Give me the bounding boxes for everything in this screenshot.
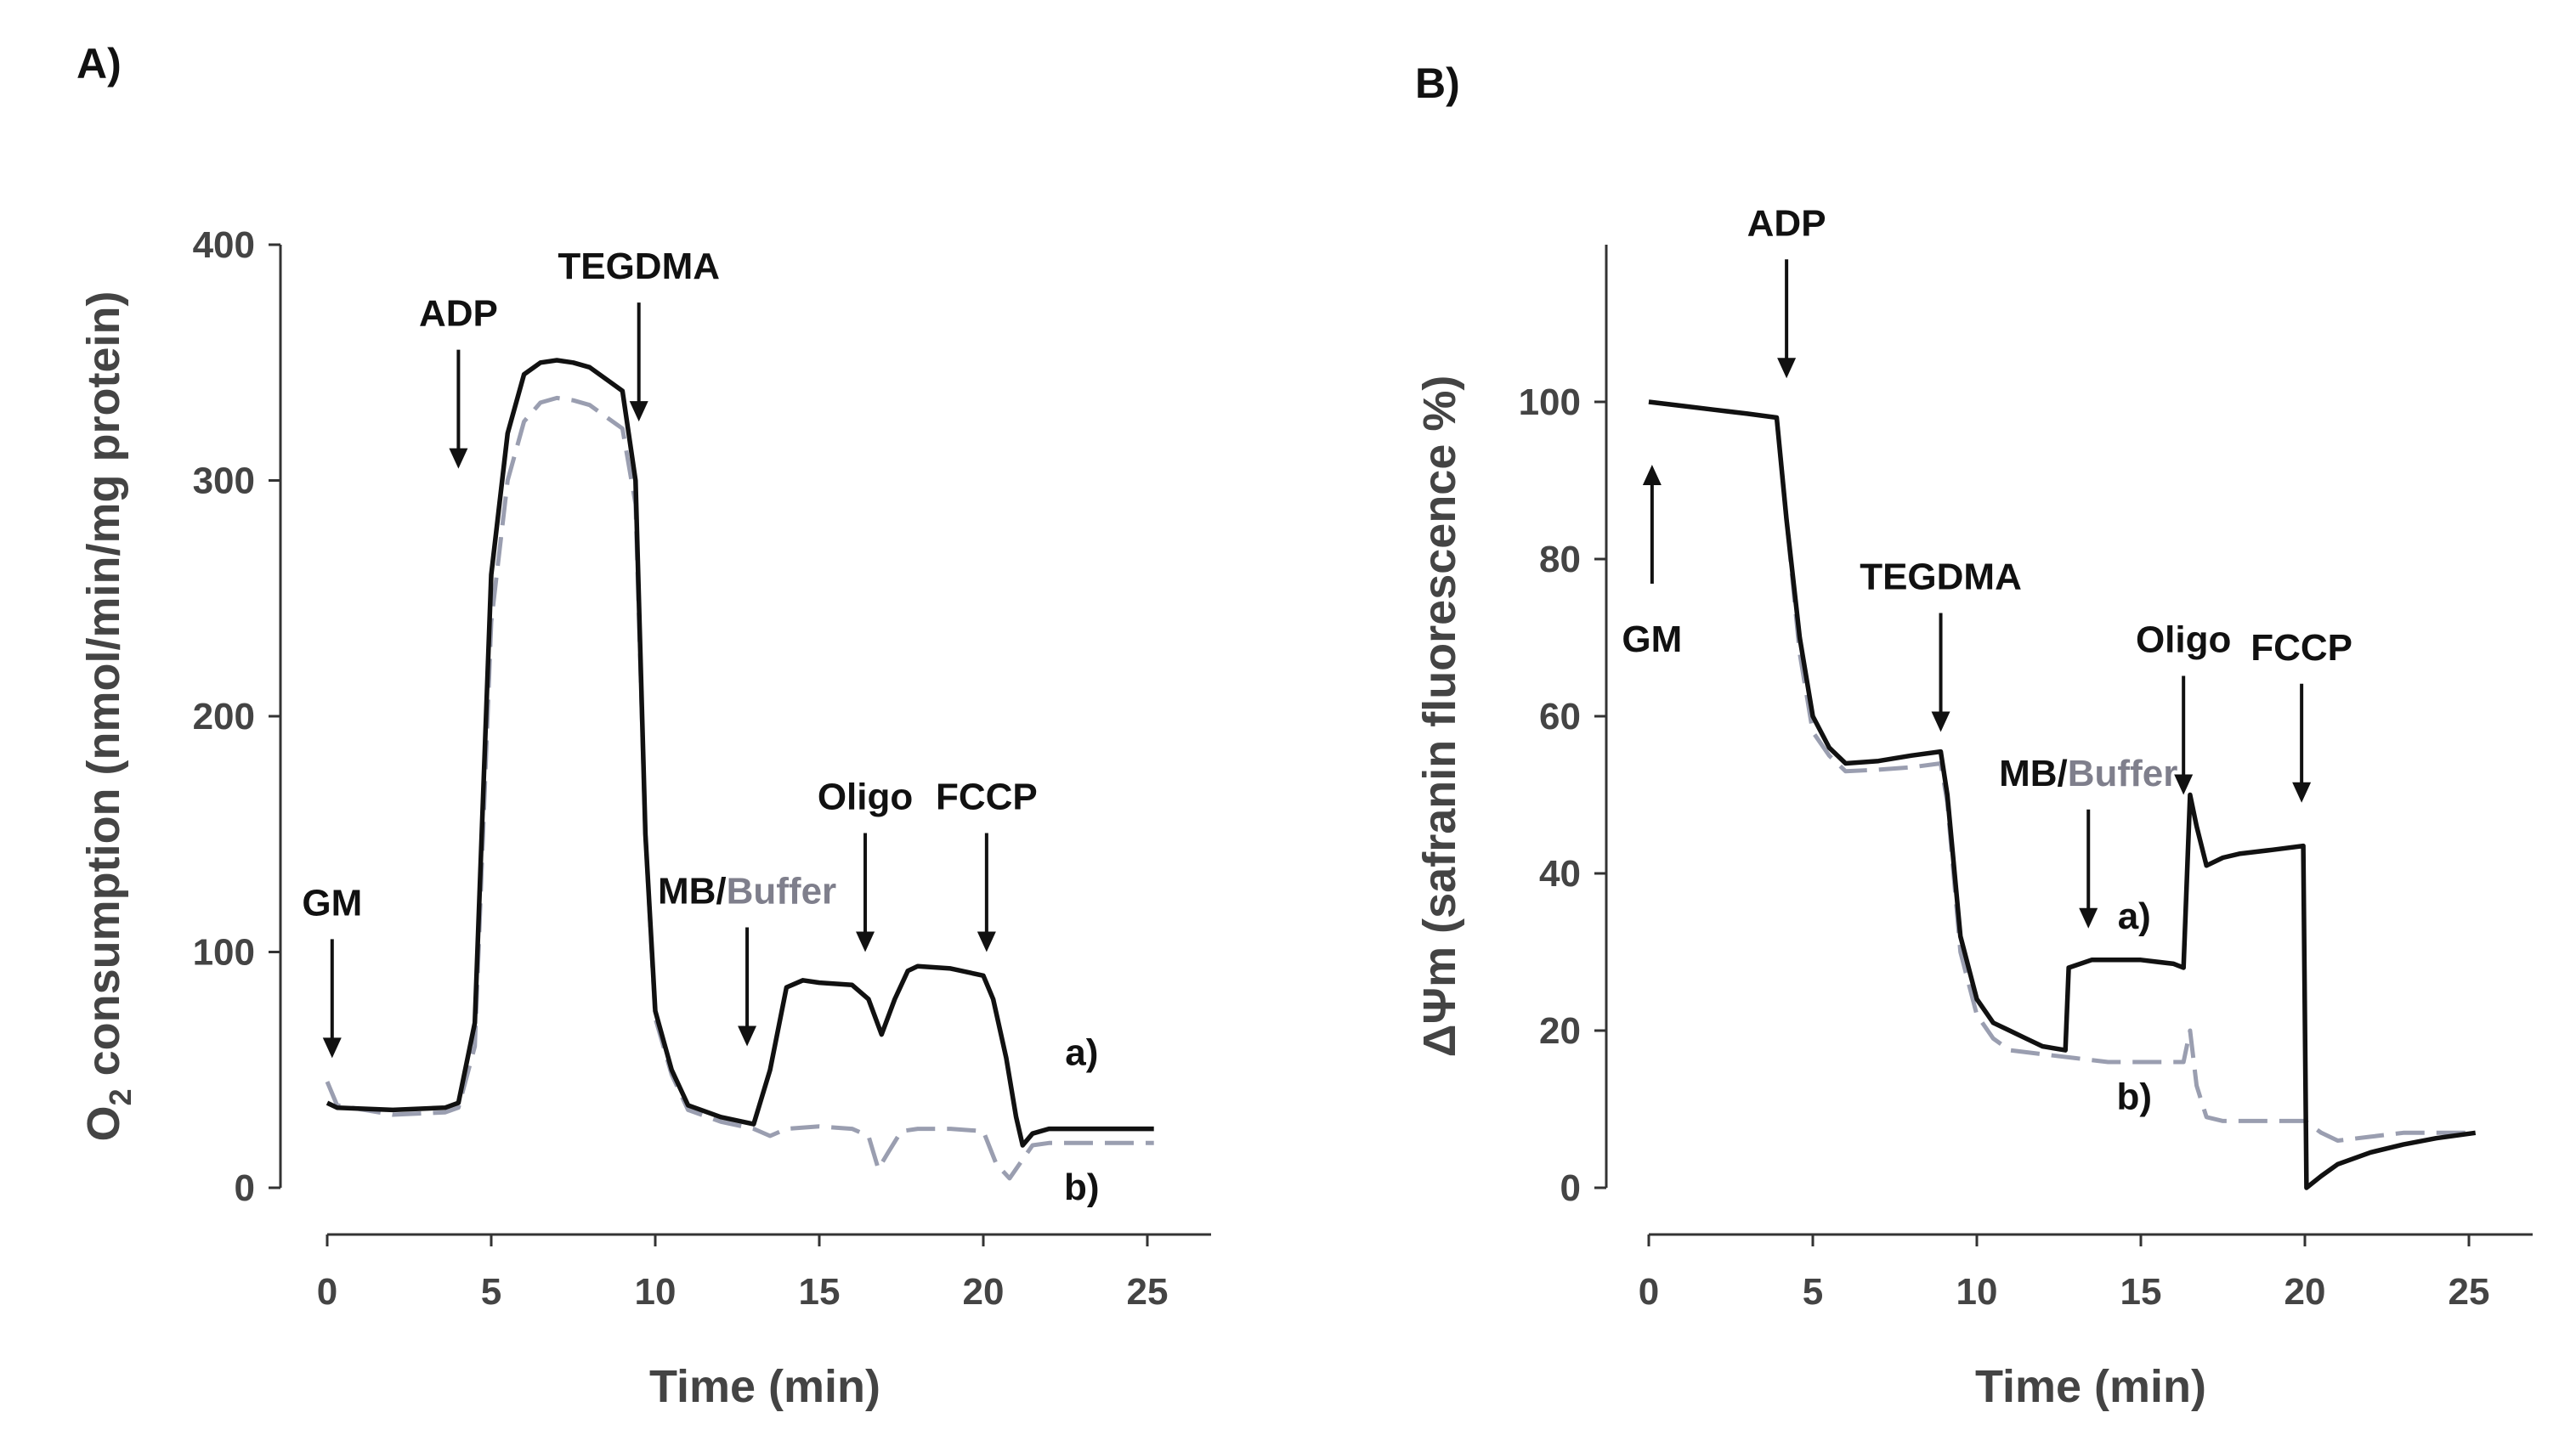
panel-b-y-axis-title: ΔΨm (safranin fluorescence %) — [1414, 376, 1465, 1058]
panel-b-annotation: GM — [1622, 465, 1682, 660]
panel-b-x-tick-label: 0 — [1639, 1271, 1659, 1313]
panel-a-series-a-line — [326, 358, 1154, 1148]
annotation-label: TEGDMA — [1860, 557, 2022, 598]
annotation-label: GM — [1622, 619, 1682, 660]
annotation-arrow-head — [2174, 774, 2194, 795]
annotation-label: MB/Buffer — [658, 871, 836, 912]
annotation-arrow-head — [1642, 465, 1662, 485]
panel-b: B) 0 20 40 60 80 100 0 5 10 15 20 25 Time (min) ΔΨ… — [1414, 59, 2533, 1412]
annotation-arrow-head — [1777, 358, 1797, 379]
panel-b-series-a-line — [1648, 399, 2477, 1190]
panel-a-x-tick-label: 15 — [799, 1271, 841, 1313]
panel-b-x-axis-title: Time (min) — [1975, 1361, 2206, 1412]
panel-a-y-axis-title-sub: 2 — [103, 1088, 138, 1105]
annotation-label: ADP — [1747, 202, 1826, 244]
panel-a-x-tick-label: 20 — [963, 1271, 1005, 1313]
panel-b-y-ticks: 0 20 40 60 80 100 — [1519, 381, 1606, 1209]
panel-a-y-tick-label: 300 — [193, 460, 255, 502]
annotation-arrow-head — [1931, 711, 1950, 732]
annotation-label: FCCP — [936, 777, 1038, 818]
panel-b-y-tick-label: 20 — [1539, 1010, 1581, 1052]
panel-a-x-tick-label: 25 — [1127, 1271, 1169, 1313]
panel-b-x-ticks: 0 5 10 15 20 25 — [1639, 1234, 2490, 1313]
panel-b-x-tick-label: 20 — [2284, 1271, 2326, 1313]
panel-b-y-tick-label: 60 — [1539, 696, 1581, 737]
panel-b-annotation: FCCP — [2250, 627, 2352, 803]
annotation-label: Oligo — [2136, 619, 2231, 661]
panel-b-y-tick-label: 100 — [1519, 381, 1581, 423]
annotation-arrow-head — [856, 931, 875, 952]
annotation-label-buffer: Buffer — [2068, 753, 2178, 794]
panel-a-y-tick-label: 400 — [193, 224, 255, 266]
panel-a-series-b-line — [325, 395, 1154, 1181]
panel-a: A) 0 100 200 300 400 0 5 10 15 20 25 Time (min) O… — [76, 40, 1211, 1412]
annotation-label: TEGDMA — [558, 246, 720, 287]
annotation-label-mb: MB/ — [1999, 753, 2068, 794]
annotation-arrow-head — [449, 448, 468, 469]
annotation-label: FCCP — [2250, 627, 2352, 669]
annotation-arrow-head — [2292, 782, 2312, 803]
panel-a-x-tick-label: 5 — [481, 1271, 501, 1313]
panel-a-series-labels: a) b) — [1064, 1032, 1100, 1208]
panel-b-annotation: ADP — [1747, 202, 1826, 379]
panel-b-series-label: b) — [2117, 1076, 2153, 1118]
panel-b-y-tick-label: 80 — [1539, 539, 1581, 580]
panel-b-y-tick-label: 0 — [1560, 1167, 1581, 1209]
panel-b-x-tick-label: 10 — [1956, 1271, 1998, 1313]
annotation-arrow-head — [322, 1037, 342, 1059]
panel-b-annotations: GM ADP TEGDMA MB/Buffer Oligo FCCP — [1622, 202, 2352, 929]
panel-a-y-tick-label: 200 — [193, 696, 255, 737]
panel-a-annotation: MB/Buffer — [658, 871, 836, 1047]
panel-a-y-axis-title-o: O — [78, 1105, 129, 1141]
panel-b-annotation: TEGDMA — [1860, 557, 2022, 732]
panel-b-annotation: MB/Buffer — [1999, 753, 2177, 929]
panel-a-series-label: a) — [1065, 1032, 1098, 1074]
panel-a-annotations: GM ADP TEGDMA MB/Buffer Oligo FCCP — [302, 246, 1038, 1059]
panel-a-annotation: FCCP — [936, 777, 1038, 952]
panel-b-label: B) — [1415, 59, 1460, 107]
panel-a-x-tick-label: 10 — [635, 1271, 677, 1313]
annotation-arrow-head — [629, 401, 648, 422]
panel-b-series-labels: a) b) — [2117, 895, 2153, 1118]
panel-a-series-label: b) — [1064, 1167, 1100, 1208]
panel-a-annotation: Oligo — [818, 777, 913, 952]
panel-a-annotation: GM — [302, 882, 362, 1059]
annotation-label: ADP — [419, 293, 498, 335]
panel-b-annotation: Oligo — [2136, 619, 2231, 795]
panel-a-x-tick-label: 0 — [317, 1271, 337, 1313]
panel-a-x-axis-title: Time (min) — [649, 1361, 880, 1412]
panel-a-label: A) — [76, 40, 122, 88]
panel-a-annotation: ADP — [419, 293, 498, 469]
annotation-label: Oligo — [818, 777, 913, 818]
annotation-arrow-head — [2079, 907, 2098, 929]
panel-a-y-tick-label: 100 — [193, 932, 255, 974]
panel-a-y-axis-title: O2 consumption (nmol/min/mg protein) — [78, 291, 138, 1142]
annotation-arrow-head — [738, 1025, 757, 1047]
panel-b-y-tick-label: 40 — [1539, 853, 1581, 895]
annotation-label: MB/Buffer — [1999, 753, 2177, 794]
annotation-label-buffer: Buffer — [727, 871, 837, 912]
panel-b-series-label: a) — [2118, 895, 2151, 937]
panel-b-x-tick-label: 25 — [2449, 1271, 2490, 1313]
annotation-arrow-head — [977, 931, 996, 952]
panel-a-x-ticks: 0 5 10 15 20 25 — [317, 1234, 1169, 1313]
panel-b-x-tick-label: 15 — [2120, 1271, 2162, 1313]
panel-a-y-axis-title-rest: consumption (nmol/min/mg protein) — [78, 291, 129, 1089]
annotation-label: GM — [302, 882, 362, 924]
annotation-label-mb: MB/ — [658, 871, 727, 912]
panel-a-y-ticks: 0 100 200 300 400 — [193, 224, 280, 1209]
panel-b-x-tick-label: 5 — [1803, 1271, 1823, 1313]
panel-a-y-tick-label: 0 — [235, 1167, 255, 1209]
panel-a-annotation: TEGDMA — [558, 246, 720, 422]
